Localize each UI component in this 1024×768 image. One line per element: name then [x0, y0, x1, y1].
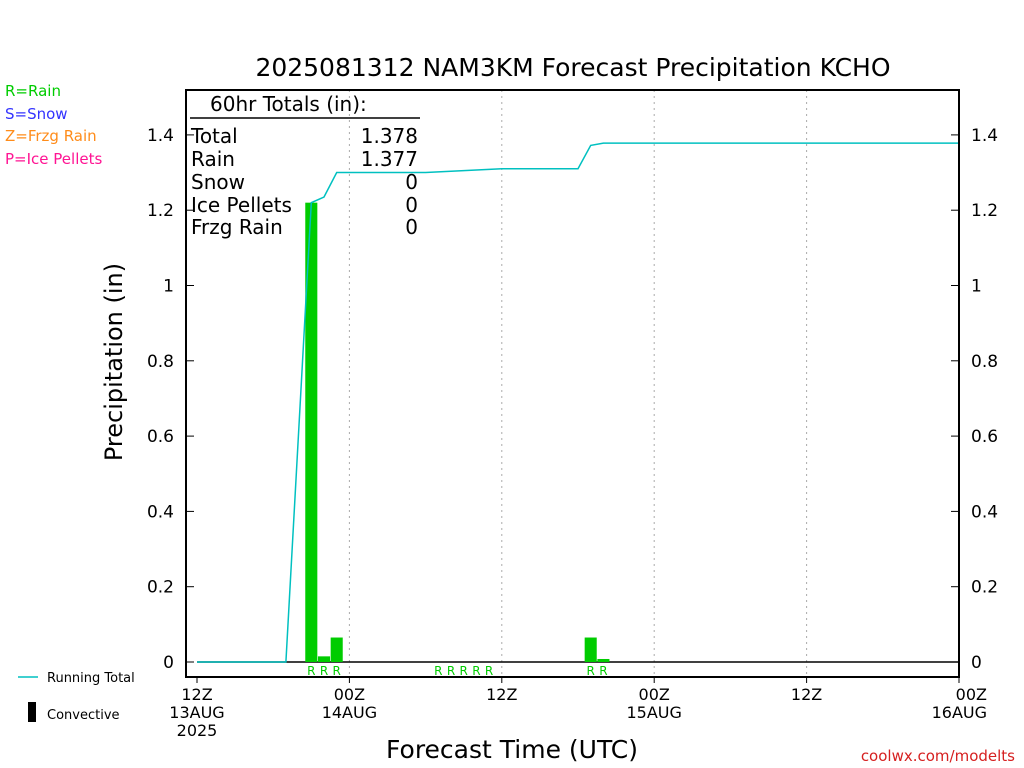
- x-tick-label: 14AUG: [322, 703, 377, 722]
- convective-legend-swatch: [28, 702, 36, 722]
- x-tick-label: 13AUG: [169, 703, 224, 722]
- totals-box: 60hr Totals (in): Total 1.378 Rain 1.377…: [190, 92, 420, 239]
- y-tick-label-left: 1.4: [147, 126, 174, 146]
- y-tick-label-left: 1: [163, 277, 174, 297]
- y-tick-label-left: 0.6: [147, 427, 174, 447]
- x-tick-label: 12Z: [486, 685, 517, 704]
- x-tick-label: 12Z: [791, 685, 822, 704]
- precip-type-marker: R: [333, 664, 341, 678]
- totals-value-frzg-rain: 0: [405, 215, 418, 239]
- y-tick-label-right: 0.8: [971, 352, 998, 372]
- y-tick-label-right: 1.4: [971, 126, 998, 146]
- precip-type-marker: R: [472, 664, 480, 678]
- x-tick-label: 15AUG: [626, 703, 681, 722]
- totals-label-snow: Snow: [191, 170, 245, 194]
- y-axis-left: 0 0.2 0.4 0.6 0.8 1 1.2 1.4: [147, 126, 194, 673]
- y-tick-label-left: 0.2: [147, 578, 174, 598]
- x-tick-label: 2025: [177, 721, 218, 740]
- legend-ice-pellets: P=Ice Pellets: [5, 150, 102, 168]
- x-tick-label: 00Z: [639, 685, 670, 704]
- source-credit: coolwx.com/modelts: [861, 747, 1015, 765]
- precip-type-marker: R: [447, 664, 455, 678]
- precip-type-marker: R: [599, 664, 607, 678]
- legend-running-total: Running Total: [47, 671, 135, 686]
- y-tick-label-left: 0: [163, 653, 174, 673]
- y-tick-label-right: 0.4: [971, 502, 998, 522]
- precip-type-marker: R: [460, 664, 468, 678]
- rain-bar: [584, 637, 597, 662]
- x-tick-label: 16AUG: [932, 703, 987, 722]
- y-tick-label-right: 0: [971, 653, 982, 673]
- totals-heading: 60hr Totals (in):: [210, 92, 367, 116]
- y-tick-label-left: 0.8: [147, 352, 174, 372]
- precip-type-marker: R: [307, 664, 315, 678]
- y-tick-label-right: 1: [971, 277, 982, 297]
- precip-type-marker: R: [434, 664, 442, 678]
- totals-label-total: Total: [190, 124, 238, 148]
- legend-convective: Convective: [47, 708, 120, 723]
- legend-rain: R=Rain: [5, 82, 61, 100]
- rain-bar: [317, 656, 331, 662]
- precip-type-marker: R: [587, 664, 595, 678]
- y-tick-label-right: 0.2: [971, 578, 998, 598]
- y-tick-label-right: 0.6: [971, 427, 998, 447]
- plot-frame: [185, 89, 960, 678]
- totals-label-rain: Rain: [191, 147, 235, 171]
- y-tick-label-right: 1.2: [971, 201, 998, 221]
- rain-bar: [305, 202, 318, 663]
- chart-title: 2025081312 NAM3KM Forecast Precipitation…: [255, 53, 890, 82]
- precip-type-marker: R: [320, 664, 328, 678]
- x-tick-label: 00Z: [334, 685, 365, 704]
- x-tick-label: 12Z: [181, 685, 212, 704]
- y-tick-label-left: 1.2: [147, 201, 174, 221]
- totals-value-snow: 0: [405, 170, 418, 194]
- x-tick-label: 00Z: [956, 685, 987, 704]
- totals-value-rain: 1.377: [361, 147, 418, 171]
- running-total-line: [197, 142, 959, 663]
- y-axis-right: 0 0.2 0.4 0.6 0.8 1 1.2 1.4: [951, 126, 998, 673]
- rain-bar: [330, 637, 343, 662]
- bar-series: [305, 202, 610, 663]
- rain-bar: [597, 658, 610, 662]
- totals-value-total: 1.378: [361, 124, 418, 148]
- totals-label-frzg-rain: Frzg Rain: [191, 215, 283, 239]
- x-axis-label: Forecast Time (UTC): [386, 735, 638, 764]
- totals-value-ice-pellets: 0: [405, 193, 418, 217]
- running-total-series: [197, 142, 959, 663]
- legend-frzg-rain: Z=Frzg Rain: [5, 127, 97, 145]
- y-axis-label: Precipitation (in): [100, 263, 128, 461]
- precip-type-marker: R: [485, 664, 493, 678]
- legend-snow: S=Snow: [5, 105, 68, 123]
- totals-label-ice-pellets: Ice Pellets: [191, 193, 292, 217]
- y-tick-label-left: 0.4: [147, 502, 174, 522]
